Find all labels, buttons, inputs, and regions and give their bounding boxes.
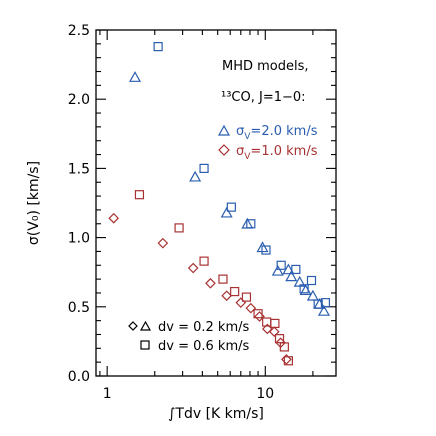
- svg-text:σV=2.0 km/s: σV=2.0 km/s: [236, 124, 318, 142]
- y-axis-label: σ(V₀) [km/s]: [26, 161, 42, 245]
- y-tick-label: 2.5: [68, 23, 90, 39]
- triangle-marker: [220, 206, 233, 218]
- triangle-marker: [282, 263, 295, 275]
- diamond-marker: [281, 354, 292, 365]
- legend-diamond-black: [128, 321, 138, 331]
- square-marker: [270, 318, 280, 329]
- legend-sigma-blue: σ: [236, 124, 244, 139]
- plot-frame: [95, 29, 337, 377]
- square-marker: [199, 163, 209, 173]
- legend-triangle-marker: [217, 124, 231, 136]
- y-tick-label: 1.5: [68, 161, 90, 177]
- legend-dv02-label: dv = 0.2 km/s: [158, 320, 249, 335]
- square-marker: [291, 264, 301, 275]
- legend-label-red: =1.0 km/s: [250, 144, 317, 159]
- square-marker: [276, 260, 286, 270]
- square-marker: [174, 223, 184, 233]
- diamond-marker: [187, 262, 199, 274]
- legend-sub-red: V: [244, 152, 251, 162]
- legend-sub-blue: V: [244, 132, 251, 142]
- square-marker: [230, 286, 240, 297]
- svg-text:σV=1.0 km/s: σV=1.0 km/s: [236, 144, 318, 162]
- square-marker: [253, 309, 263, 319]
- x-tick-label: 1: [103, 386, 112, 402]
- y-tick-label: 0.0: [68, 369, 90, 385]
- square-marker: [274, 334, 285, 344]
- legend-series-red: σV=1.0 km/s: [218, 144, 318, 162]
- triangle-marker: [271, 264, 284, 276]
- legend-square-black: [140, 340, 150, 350]
- square-marker: [246, 219, 256, 229]
- x-tick-label: 10: [256, 386, 274, 402]
- diamond-marker: [245, 302, 257, 314]
- square-marker: [313, 299, 323, 309]
- triangle-marker: [306, 289, 319, 301]
- diamond-marker: [157, 237, 169, 249]
- square-marker: [320, 298, 331, 308]
- diamond-marker: [221, 290, 233, 302]
- square-marker: [279, 342, 289, 352]
- legend-triangle-black: [139, 320, 152, 331]
- data-markers: [108, 42, 331, 366]
- square-marker: [226, 202, 236, 212]
- square-marker: [283, 356, 293, 366]
- diamond-marker: [108, 212, 120, 224]
- triangle-marker: [189, 170, 202, 182]
- axis-ticks: [96, 29, 336, 377]
- y-tick-label: 0.5: [68, 300, 90, 316]
- triangle-marker: [128, 71, 142, 82]
- square-marker: [218, 274, 228, 284]
- legend-diamond-marker: [218, 144, 230, 156]
- diamond-marker: [268, 326, 280, 338]
- tick-labels: 1 10 0.0 0.5 1.0 1.5 2.0 2.5: [68, 23, 274, 402]
- x-axis-label: ∫Tdv [K km/s]: [168, 406, 264, 422]
- annotation-line-2: ¹³CO, J=1−0:: [221, 90, 306, 105]
- square-marker: [299, 284, 309, 294]
- square-marker: [199, 256, 209, 266]
- square-marker: [261, 245, 271, 255]
- triangle-marker: [317, 304, 330, 316]
- square-marker: [134, 190, 145, 200]
- legend-sigma-red: σ: [236, 144, 244, 159]
- square-marker: [306, 275, 317, 286]
- diamond-marker: [235, 297, 247, 308]
- y-tick-label: 1.0: [68, 231, 90, 247]
- legend-dv06-label: dv = 0.6 km/s: [158, 339, 249, 354]
- square-marker: [241, 292, 252, 302]
- square-marker: [153, 42, 163, 52]
- legend-dv06: dv = 0.6 km/s: [140, 339, 249, 354]
- annotation-line-1: MHD models,: [222, 59, 309, 74]
- triangle-marker: [285, 270, 298, 282]
- legend-series-blue: σV=2.0 km/s: [217, 124, 318, 142]
- y-tick-label: 2.0: [68, 92, 90, 108]
- legend-dv02: dv = 0.2 km/s: [128, 320, 249, 335]
- diamond-marker: [205, 277, 216, 289]
- legend-label-blue: =2.0 km/s: [250, 124, 317, 139]
